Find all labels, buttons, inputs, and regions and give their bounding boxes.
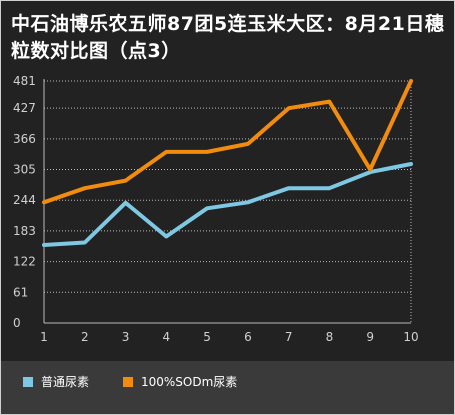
x-tick-label: 7 <box>285 330 293 344</box>
y-tick-label: 61 <box>13 285 28 299</box>
x-tick-label: 2 <box>81 330 89 344</box>
legend-label-series-2: 100%SODm尿素 <box>141 375 238 389</box>
y-tick-label: 122 <box>13 255 36 269</box>
y-tick-label: 481 <box>13 74 36 88</box>
x-tick-label: 4 <box>163 330 171 344</box>
y-tick-label: 305 <box>13 163 36 177</box>
x-tick-label: 8 <box>326 330 334 344</box>
legend-swatch-series-1 <box>23 376 33 387</box>
y-tick-label: 0 <box>13 316 21 330</box>
series-line-1 <box>42 162 413 247</box>
chart-title: 中石油博乐农五师87团5连玉米大区：8月21日穗粒数对比图（点3） <box>11 13 445 62</box>
x-tick-label: 6 <box>244 330 252 344</box>
x-tick-label: 10 <box>403 330 418 344</box>
legend-item-series-2: 100%SODm尿素 <box>123 373 237 390</box>
legend-swatch-series-2 <box>123 376 133 387</box>
x-tick-label: 5 <box>203 330 211 344</box>
series-line-2 <box>42 79 413 205</box>
legend-item-series-1: 普通尿素 <box>23 373 89 390</box>
legend-label-series-1: 普通尿素 <box>41 375 90 389</box>
chart-legend: 普通尿素 100%SODm尿素 <box>1 361 454 414</box>
y-tick-label: 183 <box>13 224 36 238</box>
x-tick-label: 1 <box>40 330 48 344</box>
y-tick-label: 366 <box>13 132 36 146</box>
line-chart: 0 61 122 183 244 305 366 427 481 1 2 3 4 5 6 7 8 9 10 <box>13 74 419 344</box>
x-tick-label: 9 <box>366 330 374 344</box>
y-tick-label: 244 <box>13 193 36 207</box>
y-tick-label: 427 <box>13 101 36 115</box>
x-tick-label: 3 <box>122 330 130 344</box>
